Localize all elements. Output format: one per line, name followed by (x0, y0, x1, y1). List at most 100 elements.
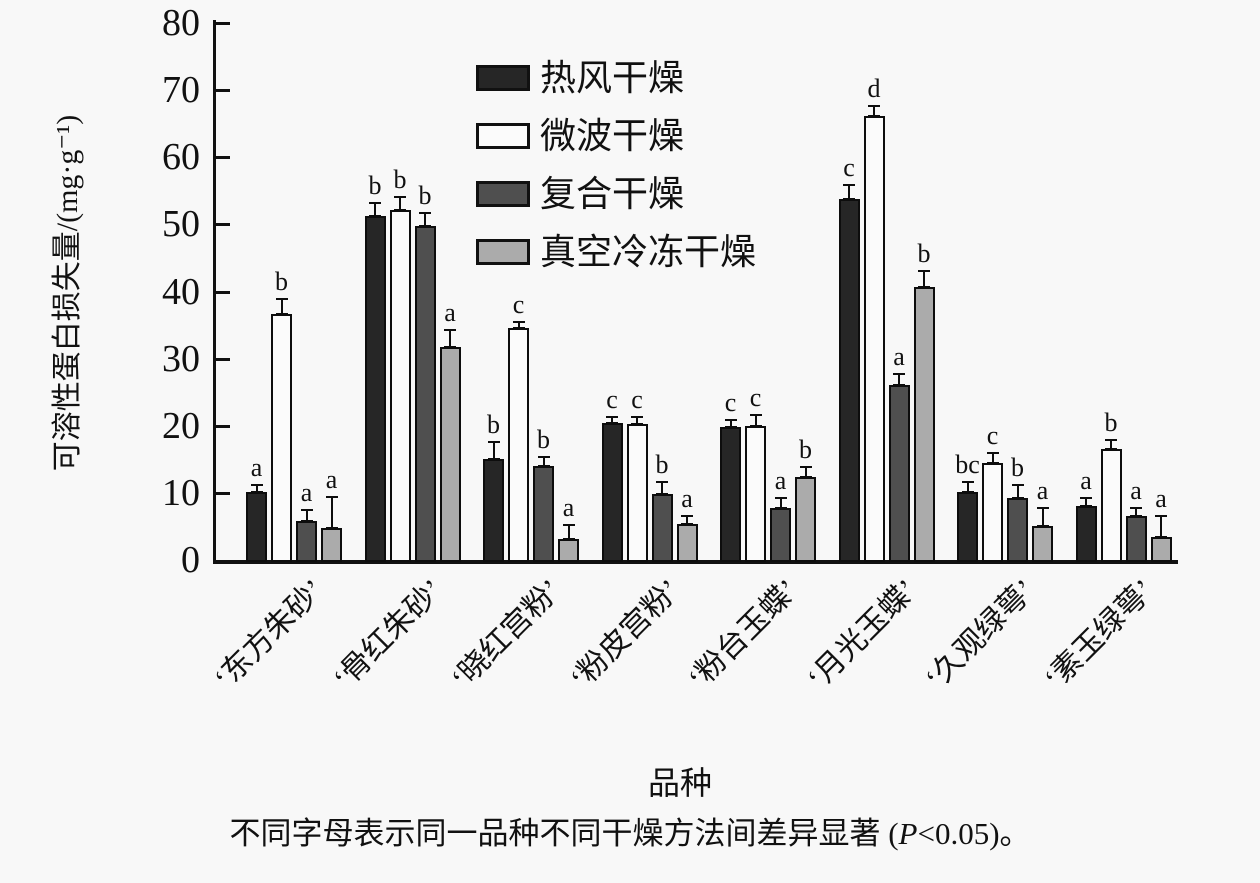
error-bar-cap-bottom (512, 327, 525, 330)
error-bar-cap-bottom (774, 506, 787, 509)
error-bar-cap-top (419, 211, 431, 214)
x-axis-title: 品种 (647, 765, 712, 801)
error-bar (661, 482, 663, 494)
caption-p-symbol: P (898, 816, 918, 851)
error-bar-cap-top (562, 524, 575, 527)
error-bar-cap-bottom (681, 522, 693, 525)
significance-letter: b (1104, 407, 1118, 437)
x-axis-category-label: ‘东方朱砂’ (208, 573, 331, 696)
y-axis-tick-label: 0 (181, 539, 200, 581)
error-bar (1110, 439, 1112, 450)
bar-复合干燥-6 (888, 384, 910, 562)
legend-swatch-复合干燥 (476, 181, 530, 207)
error-bar (804, 467, 807, 478)
significance-letter: b (368, 170, 382, 200)
error-bar-cap-top (444, 328, 456, 331)
bar-真空冷冻干燥-8 (1150, 536, 1172, 562)
x-axis-category-label: ‘粉台玉蝶’ (682, 573, 805, 696)
significance-letter: c (631, 385, 643, 415)
y-axis-tick (216, 491, 230, 495)
error-bar-cap-bottom (250, 490, 263, 493)
error-bar (542, 456, 545, 467)
legend-swatch-真空冷冻干燥 (476, 239, 530, 265)
error-bar-cap-top (631, 416, 643, 419)
error-bar-cap-top (300, 509, 313, 512)
error-bar-cap-bottom (893, 383, 905, 386)
error-bar-cap-top (487, 440, 500, 443)
error-bar (1160, 516, 1162, 537)
error-bar-cap-top (868, 105, 880, 108)
bar-复合干燥-2 (414, 225, 436, 562)
significance-letter: c (724, 388, 737, 418)
error-bar (330, 496, 333, 528)
bar-真空冷冻干燥-6 (913, 286, 935, 562)
significance-letter: b (393, 164, 407, 194)
error-bar (898, 374, 900, 385)
significance-letter: a (562, 493, 575, 523)
significance-letter: bc (955, 450, 980, 480)
x-axis-category-label: ‘骨红朱砂’ (326, 573, 450, 696)
bar-复合干燥-4 (651, 493, 673, 562)
significance-letter: a (893, 342, 905, 372)
error-bar-cap-top (918, 269, 930, 272)
error-bar-cap-bottom (606, 422, 618, 425)
error-bar-cap-bottom (562, 538, 575, 541)
bar-复合干燥-1 (296, 521, 317, 562)
error-bar (374, 202, 376, 216)
y-axis-label: 可溶性蛋白损失量/(mg·g⁻¹) (51, 114, 84, 472)
significance-letter: b (1011, 453, 1024, 483)
significance-letter: a (250, 453, 263, 483)
bar-微波干燥-4 (626, 424, 648, 562)
error-bar (517, 321, 520, 329)
legend: 热风干燥 微波干燥 复合干燥 真空冷冻干燥 (476, 56, 756, 288)
bar-微波干燥-7 (982, 462, 1003, 562)
y-axis-tick (216, 89, 230, 93)
error-bar-cap-top (799, 466, 812, 469)
significance-letter: c (843, 153, 855, 183)
bar-热风干燥-2 (364, 215, 386, 562)
error-bar (1135, 507, 1137, 516)
error-bar-cap-top (325, 495, 338, 498)
error-bar-cap-top (512, 320, 525, 323)
bar-热风干燥-1 (246, 491, 267, 562)
error-bar-cap-bottom (369, 214, 381, 217)
x-axis-category-label: ‘素玉绿萼’ (1037, 573, 1161, 696)
error-bar (611, 417, 613, 424)
legend-label-热风干燥: 热风干燥 (540, 58, 685, 98)
error-bar-cap-top (749, 414, 762, 416)
bar-热风干燥-8 (1075, 506, 1097, 562)
y-axis-tick (216, 357, 230, 361)
significance-letter: b (799, 435, 812, 465)
bar-真空冷冻干燥-5 (795, 477, 816, 562)
error-bar (399, 196, 401, 211)
significance-letter: a (1155, 484, 1167, 514)
significance-letter: a (444, 297, 456, 327)
legend-label-真空冷冻干燥: 真空冷冻干燥 (540, 232, 757, 272)
legend-label-微波干燥: 微波干燥 (540, 116, 685, 156)
significance-letter: b (537, 424, 550, 454)
error-bar (449, 329, 451, 347)
error-bar-cap-top (724, 419, 737, 422)
legend-swatch-热风干燥 (476, 65, 530, 91)
error-bar-cap-bottom (325, 526, 338, 529)
bar-真空冷冻干燥-1 (321, 527, 342, 562)
y-axis-tick-label: 60 (162, 136, 200, 179)
bar-真空冷冻干燥-2 (439, 346, 461, 562)
error-bar-cap-top (843, 184, 855, 187)
error-bar-cap-bottom (1155, 535, 1167, 538)
error-bar (424, 212, 426, 226)
error-bar-cap-top (681, 514, 693, 517)
bar-复合干燥-8 (1125, 515, 1147, 562)
error-bar-cap-top (369, 201, 381, 204)
significance-letter: b (487, 409, 500, 439)
error-bar (779, 498, 782, 508)
significance-letter: c (986, 421, 999, 451)
error-bar-cap-top (1036, 507, 1049, 510)
error-bar (966, 482, 969, 492)
significance-letter: b (655, 450, 669, 480)
error-bar-cap-bottom (300, 520, 313, 523)
significance-letter: c (606, 385, 618, 415)
bar-微波干燥-1 (271, 314, 292, 562)
